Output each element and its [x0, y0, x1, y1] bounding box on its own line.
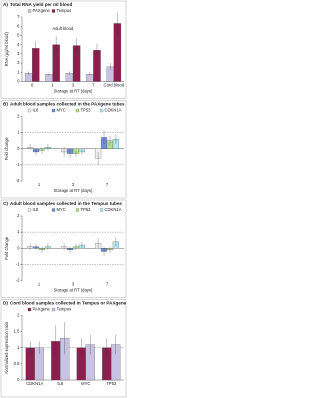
panel-label: D) [3, 301, 8, 306]
x-axis-label: Storage at RT (days) [54, 89, 93, 94]
panel-frame [0, 100, 127, 199]
y-tick-label: 0 [17, 79, 20, 84]
y-tick-label: 1 [17, 69, 20, 74]
y-tick-label: 0 [17, 146, 20, 151]
panel-title: Cord blood samples collected in Tempus o… [10, 301, 127, 306]
legend-label: MYC [57, 108, 66, 113]
legend-swatch [27, 108, 32, 113]
x-tick-label: 0 [31, 83, 34, 88]
y-tick-label: 3 [17, 51, 20, 56]
y-tick-label: 4 [17, 42, 20, 47]
y-tick-label: -1 [16, 261, 20, 266]
legend-swatch [99, 108, 104, 113]
x-tick-label: MYC [81, 381, 90, 386]
legend-label: IL8 [33, 207, 39, 212]
y-tick-label: 0 [17, 377, 20, 382]
x-tick-label: 3 [72, 182, 75, 187]
x-tick-label: TP53 [106, 381, 117, 386]
panel-frame [0, 199, 127, 298]
y-axis-label: RNA (µg/ml blood) [4, 31, 9, 66]
legend-label: Tempus [57, 8, 72, 13]
y-tick-label: 1 [17, 229, 20, 234]
panel-label: A) [3, 2, 8, 7]
y-tick-label: 1 [17, 345, 20, 350]
panel-label: B) [3, 102, 8, 107]
x-tick-label: 1 [38, 182, 41, 187]
legend-swatch [75, 108, 80, 113]
y-tick-label: 0.5 [14, 361, 20, 366]
legend-swatch [75, 208, 80, 212]
x-tick-label: CDKN1A [26, 381, 43, 386]
legend-label: PAXgene [33, 8, 51, 13]
y-tick-label: 2 [17, 213, 20, 218]
x-tick-label: 7 [106, 182, 109, 187]
y-tick-label: 7 [17, 14, 20, 19]
y-tick-label: -2 [16, 178, 20, 183]
y-tick-label: 5 [17, 33, 20, 38]
legend-swatch [51, 208, 56, 212]
x-axis-label: Storage at RT (days) [54, 288, 93, 293]
legend-label: PAXgene [33, 307, 51, 312]
x-tick-label: IL8 [57, 381, 63, 386]
y-tick-label: 2 [17, 114, 20, 119]
panel-title: Adult blood samples collected in the PAX… [10, 102, 125, 107]
y-tick-label: 1 [17, 130, 20, 135]
y-tick-label: 1.5 [14, 329, 20, 334]
x-tick-label: Cord blood [104, 83, 125, 88]
panel-frame [0, 0, 127, 99]
y-tick-label: 2 [17, 60, 20, 65]
y-axis-label: Fold change [4, 236, 9, 260]
panel-title: Total RNA yield per ml blood [10, 2, 72, 7]
x-tick-label: 1 [51, 83, 54, 88]
x-tick-label: 3 [72, 83, 75, 88]
legend-label: TP53 [81, 108, 92, 113]
legend-swatch [51, 9, 56, 13]
y-tick-label: 2 [17, 313, 20, 318]
legend-swatch [51, 307, 56, 312]
legend-swatch [27, 208, 32, 212]
y-tick-label: 0 [17, 245, 20, 250]
legend-label: CDKN1A [105, 207, 122, 212]
panel-title: Adult blood samples collected in the Tem… [10, 201, 122, 206]
x-axis-label: Storage at RT (days) [54, 188, 93, 193]
legend-label: CDKN1A [105, 108, 122, 113]
panel-frame [0, 299, 127, 398]
legend-label: Tempus [57, 307, 72, 312]
x-tick-label: 7 [92, 83, 95, 88]
y-axis-label: Normalized expression ratio [4, 321, 9, 374]
annotation: Adult blood [52, 26, 74, 31]
legend-label: TP53 [81, 207, 92, 212]
legend-label: MYC [57, 207, 66, 212]
y-tick-label: 6 [17, 23, 20, 28]
y-tick-label: -1 [16, 162, 20, 167]
x-tick-label: 1 [38, 282, 41, 287]
panel-label: C) [3, 201, 8, 206]
legend-label: IL8 [33, 108, 39, 113]
y-axis-label: Fold change [4, 137, 9, 161]
legend-swatch [51, 108, 56, 113]
legend-swatch [27, 9, 32, 13]
x-tick-label: 3 [72, 282, 75, 287]
legend-swatch [99, 208, 104, 212]
legend-swatch [27, 307, 32, 312]
y-tick-label: -2 [16, 278, 20, 283]
x-tick-label: 7 [106, 282, 109, 287]
